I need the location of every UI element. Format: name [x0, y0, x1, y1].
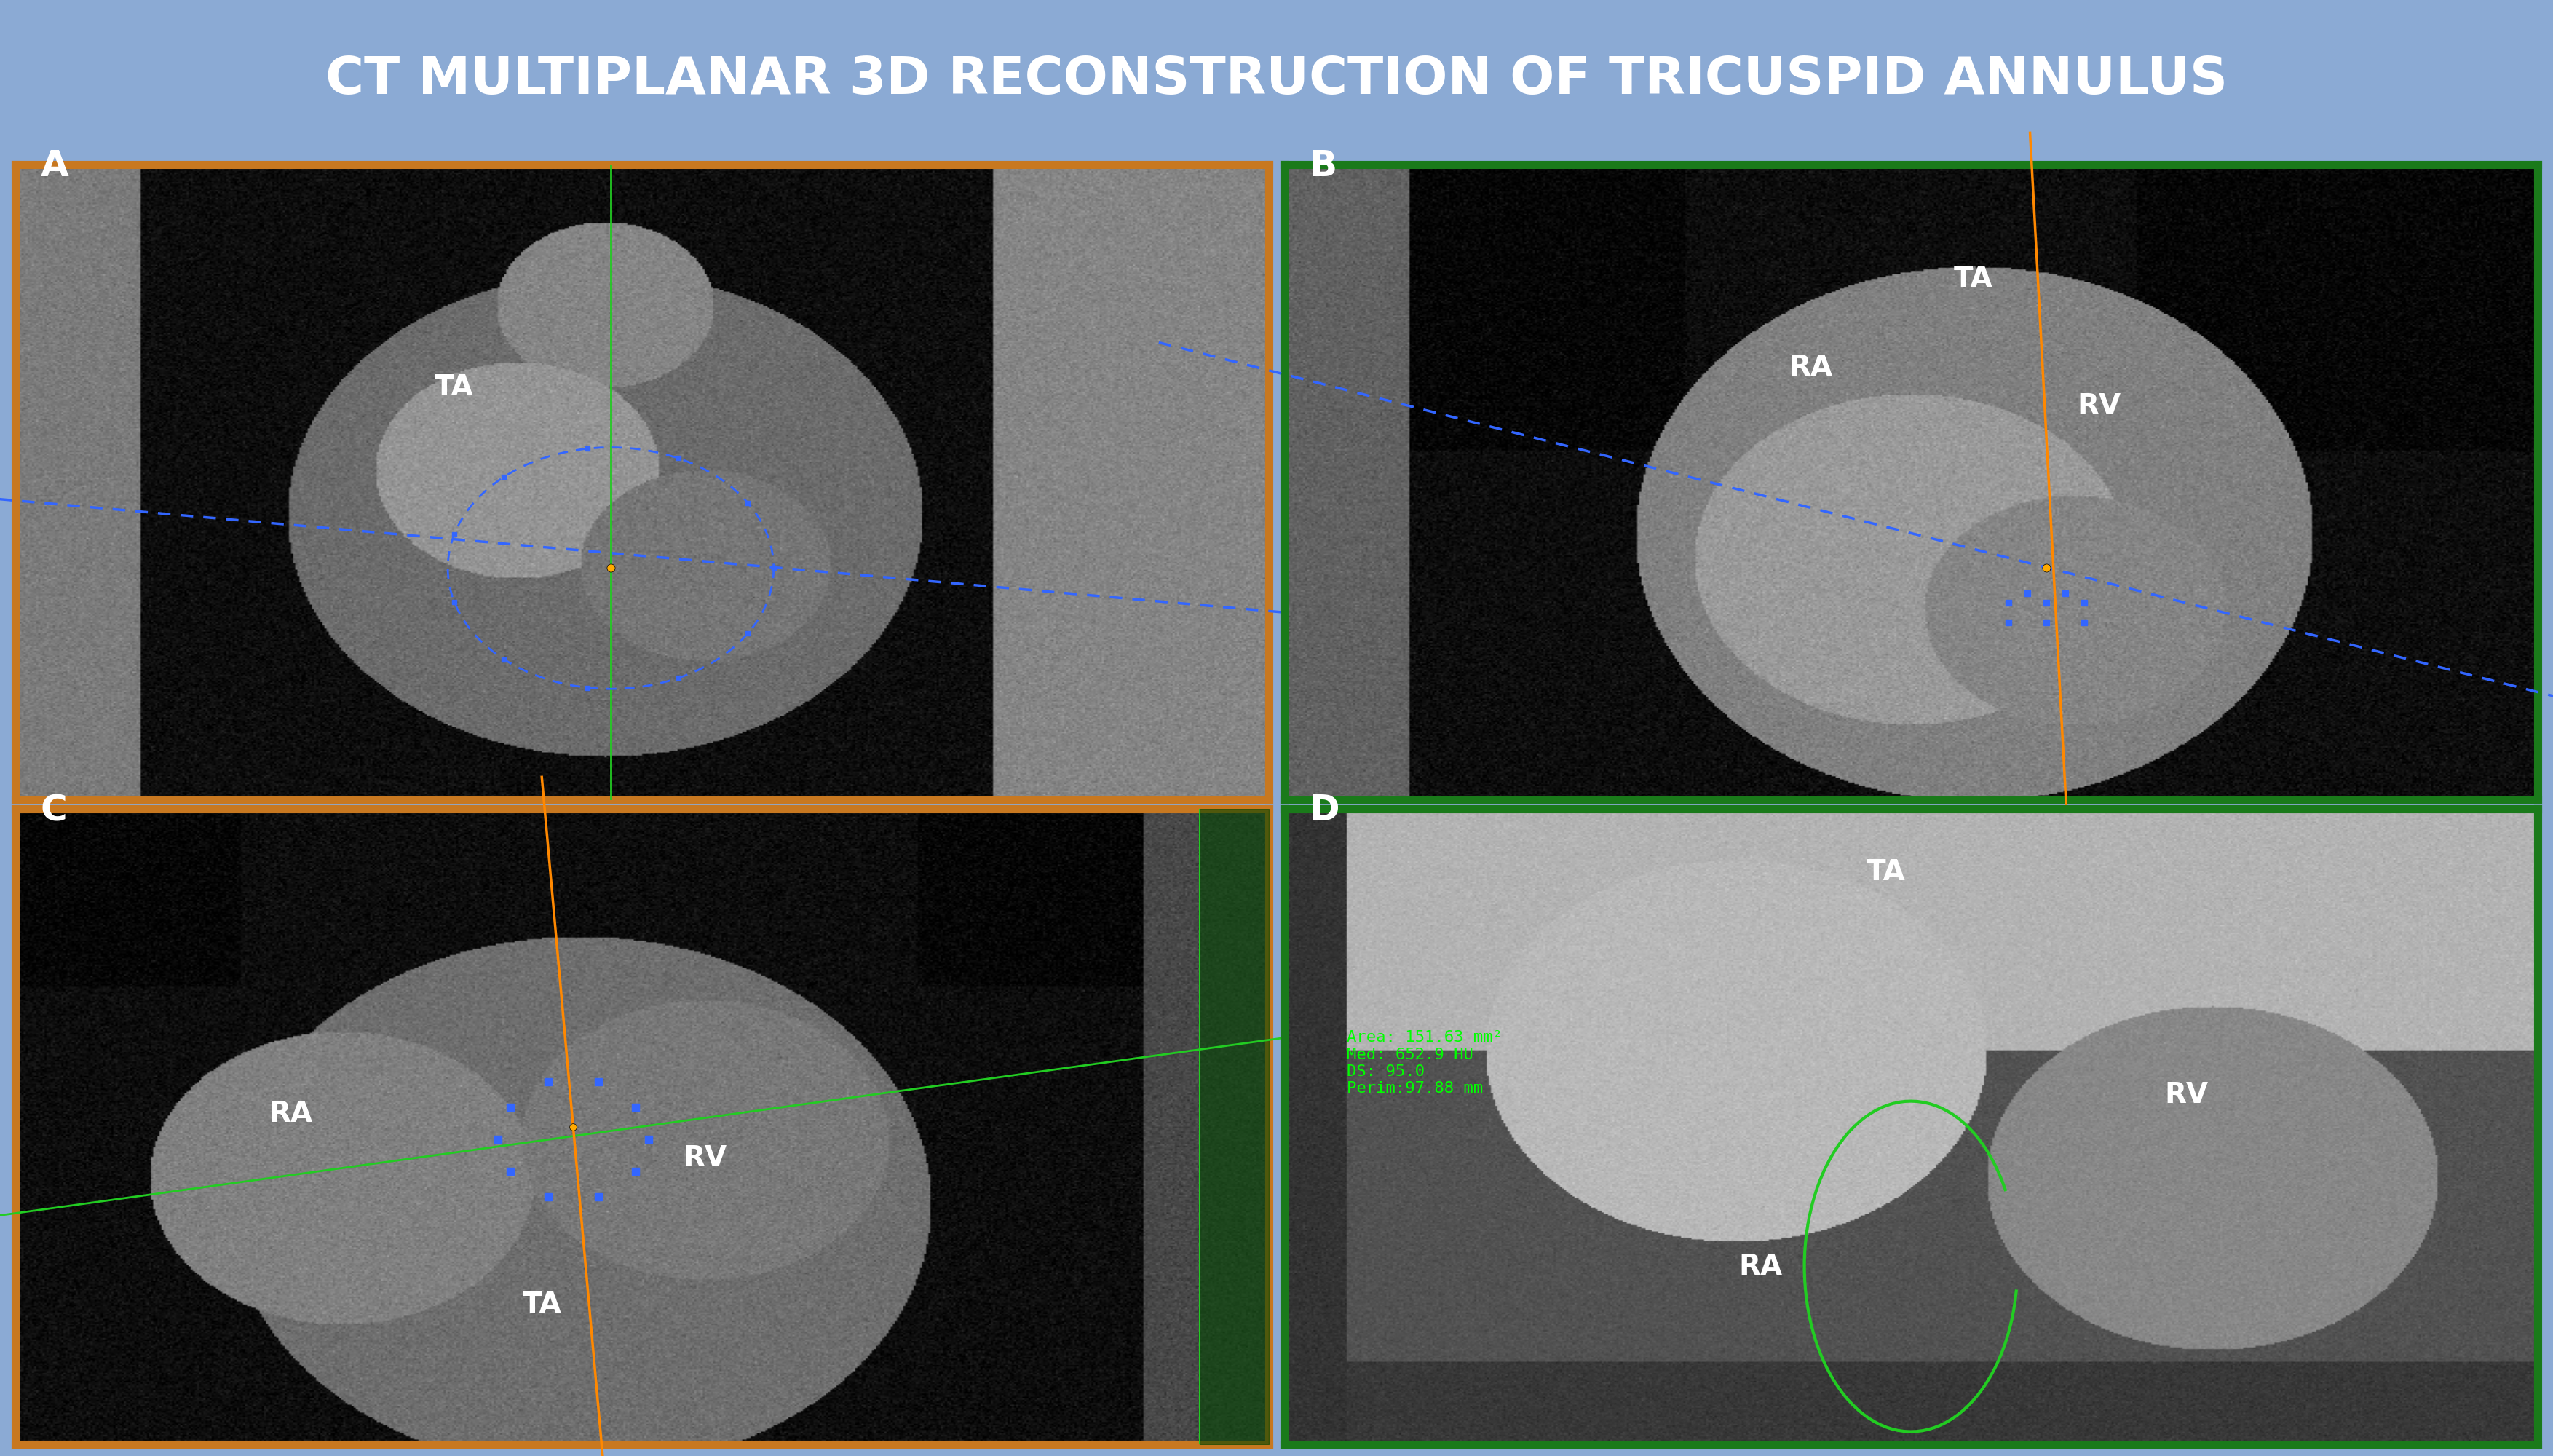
Text: TA: TA	[434, 373, 475, 400]
Text: RV: RV	[2078, 392, 2122, 419]
Text: Area: 151.63 mm²
Med: 652.9 HU
DS: 95.0
Perim:97.88 mm: Area: 151.63 mm² Med: 652.9 HU DS: 95.0 …	[1348, 1031, 1504, 1096]
Text: D: D	[1310, 794, 1340, 828]
Text: TA: TA	[523, 1290, 562, 1318]
Text: B: B	[1310, 149, 1338, 183]
Text: TA: TA	[1953, 265, 1994, 293]
Text: C: C	[41, 794, 66, 828]
Text: CT MULTIPLANAR 3D RECONSTRUCTION OF TRICUSPID ANNULUS: CT MULTIPLANAR 3D RECONSTRUCTION OF TRIC…	[324, 55, 2229, 105]
Text: RV: RV	[2165, 1080, 2208, 1108]
Text: RA: RA	[1790, 354, 1833, 381]
Text: A: A	[41, 149, 69, 183]
Text: RA: RA	[1739, 1252, 1782, 1280]
Text: TA: TA	[1866, 859, 1905, 887]
Text: RA: RA	[268, 1101, 314, 1128]
Text: RV: RV	[682, 1144, 728, 1172]
